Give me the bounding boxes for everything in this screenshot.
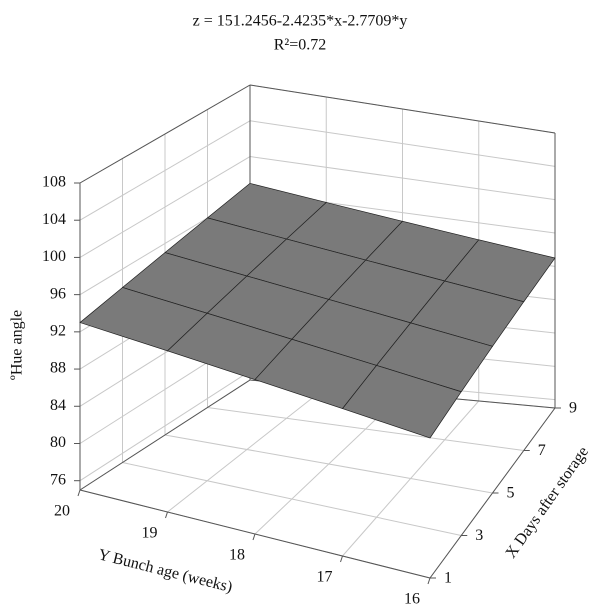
tick-mark (77, 489, 81, 497)
tick-mark (165, 511, 168, 519)
z-tick-label: 88 (50, 360, 66, 377)
x-tick-label: 3 (475, 527, 483, 544)
z-tick-label: 92 (50, 323, 66, 340)
grid-line (249, 120, 556, 167)
x-tick-label: 7 (538, 442, 546, 459)
y-tick-label: 18 (229, 547, 245, 564)
surface-cell (341, 364, 462, 439)
tick-mark (252, 533, 256, 541)
y-tick-label: 20 (54, 503, 70, 520)
chart-title: z = 151.2456-2.4235*x-2.7709*y (193, 13, 408, 30)
z-axis-title: ºHue angle (9, 310, 26, 380)
grid-line (79, 120, 251, 221)
tick-mark (340, 555, 343, 563)
x-tick-label: 5 (507, 485, 515, 502)
z-tick-label: 96 (50, 285, 66, 302)
tick-mark (427, 577, 431, 585)
x-tick-label: 1 (444, 570, 452, 587)
grid-line (249, 156, 556, 201)
z-tick-label: 108 (42, 174, 66, 191)
y-tick-label: 19 (142, 525, 158, 542)
x-tick-label: 9 (569, 400, 577, 417)
grid-line (167, 386, 327, 513)
z-tick-label: 84 (50, 397, 66, 414)
z-tick-label: 80 (50, 434, 66, 451)
y-tick-label: 16 (404, 591, 420, 608)
z-tick-label: 76 (50, 471, 66, 488)
y-tick-label: 17 (317, 569, 333, 586)
grid-line (342, 400, 480, 557)
axis-edge (79, 84, 251, 184)
z-tick-label: 100 (42, 248, 66, 265)
axis-edge (249, 84, 556, 134)
axis-edge (79, 379, 251, 491)
chart-subtitle: R²=0.72 (274, 37, 327, 54)
z-tick-label: 104 (42, 211, 66, 228)
grid-line (79, 370, 251, 482)
y-axis-title: Y Bunch age (weeks) (96, 546, 234, 596)
grid-line (79, 156, 251, 258)
